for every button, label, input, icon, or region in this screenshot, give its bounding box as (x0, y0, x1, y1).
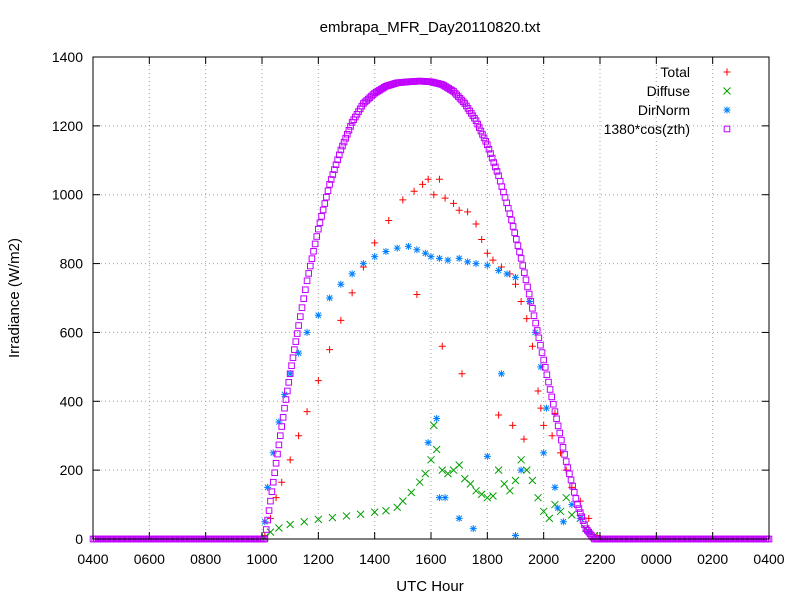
legend-marker (723, 106, 731, 114)
x-axis-title: UTC Hour (396, 578, 464, 595)
legend: Total Diffuse DirNorm 1380*cos(zth) (604, 64, 731, 137)
grid-lines (93, 57, 769, 539)
x-tick-label: 1400 (359, 551, 390, 567)
y-tick-label: 1000 (52, 187, 83, 203)
x-tick-label: 1600 (415, 551, 446, 567)
legend-label: Diffuse (647, 83, 691, 99)
x-tick-label: 1200 (303, 551, 334, 567)
y-tick-label: 200 (60, 462, 84, 478)
x-tick-label: 2200 (584, 551, 615, 567)
legend-label: 1380*cos(zth) (604, 121, 690, 137)
x-tick-label: 0000 (641, 551, 672, 567)
axis-ticks: 0400 0600 0800 1000 1200 1400 1600 1800 2000 2200… (52, 49, 785, 567)
x-tick-label: 2000 (528, 551, 559, 567)
y-axis-title: Irradiance (W/m2) (6, 238, 23, 358)
x-tick-label: 0400 (753, 551, 784, 567)
x-tick-label: 0600 (134, 551, 165, 567)
series-diffuse (260, 421, 599, 542)
y-tick-label: 400 (60, 393, 84, 409)
y-tick-label: 1400 (52, 49, 83, 65)
x-tick-label: 1800 (472, 551, 503, 567)
legend-label: DirNorm (638, 102, 690, 118)
x-tick-label: 1000 (246, 551, 277, 567)
series-1380-cos-zth- (89, 77, 773, 543)
x-tick-label: 0200 (697, 551, 728, 567)
legend-marker (723, 87, 731, 95)
chart-title: embrapa_MFR_Day20110820.txt (320, 19, 542, 36)
y-tick-label: 1200 (52, 118, 83, 134)
legend-label: Total (660, 64, 690, 80)
legend-marker (723, 68, 731, 76)
y-tick-label: 600 (60, 324, 84, 340)
x-tick-label: 0800 (190, 551, 221, 567)
legend-marker (723, 125, 731, 133)
y-tick-label: 800 (60, 256, 84, 272)
x-tick-label: 0400 (77, 551, 108, 567)
y-tick-label: 0 (75, 531, 83, 547)
series-dirnorm (261, 242, 593, 540)
series-marks (89, 77, 773, 543)
